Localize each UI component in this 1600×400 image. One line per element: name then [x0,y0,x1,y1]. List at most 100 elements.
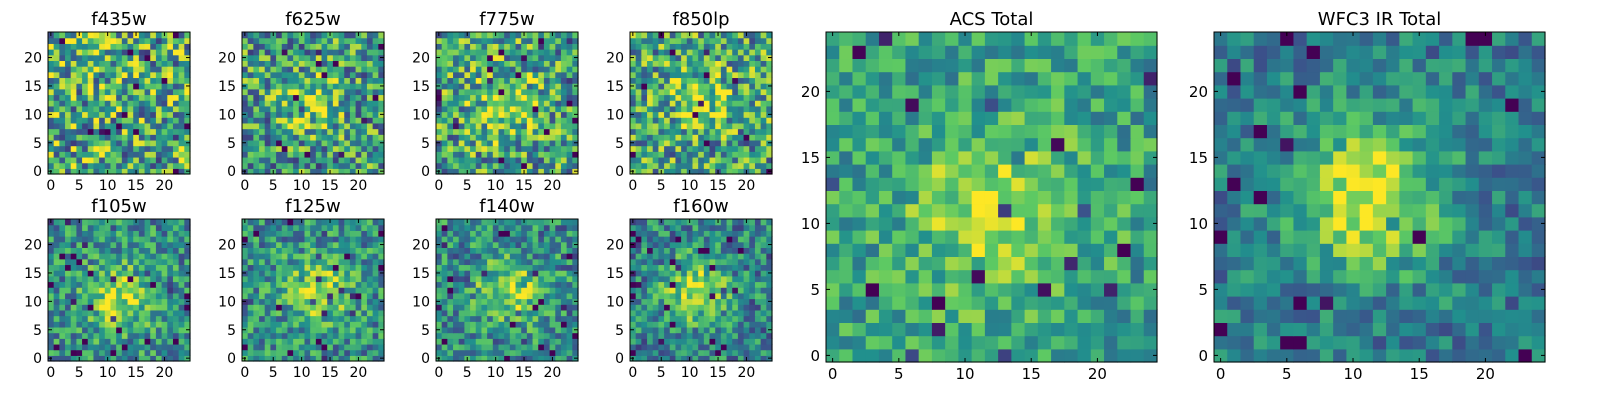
heatmap-cell [270,349,277,356]
heatmap-cell [515,338,522,345]
heatmap-cell [526,54,534,61]
heatmap-cell [566,343,573,351]
heatmap-cell [504,281,511,288]
heatmap-cell [470,66,477,73]
heatmap-cell [172,100,180,107]
heatmap-cell [116,230,123,237]
heatmap-cell [658,270,665,277]
heatmap-cell [521,105,528,113]
heatmap-cell [264,94,271,101]
heatmap-cell [669,77,677,84]
heatmap-cell [560,128,568,135]
heatmap-cell [259,298,266,305]
heatmap-cell [259,270,266,277]
heatmap-cell [669,287,677,294]
heatmap-cell [532,304,539,311]
heatmap-cell [332,37,340,44]
heatmap-cell [658,292,665,300]
heatmap-cell [242,77,249,84]
heatmap-cell [760,105,767,113]
heatmap-cell [715,139,722,147]
heatmap-cell [264,139,271,147]
heatmap-cell [492,71,500,79]
heatmap-cell [492,281,500,288]
heatmap-cell [686,298,694,305]
heatmap-cell [116,100,123,107]
heatmap-cell [698,168,705,175]
heatmap-cell [259,111,266,118]
heatmap-cell [686,287,694,294]
heatmap-cell [87,156,95,164]
heatmap-cell [732,326,739,334]
heatmap-cell [760,66,767,73]
heatmap-cell [281,156,289,164]
heatmap-cell [549,83,556,90]
heatmap-cell [332,156,340,164]
heatmap-cell [344,264,351,271]
heatmap-cell [555,275,562,283]
heatmap-cell [686,292,694,300]
heatmap-cell [555,281,562,288]
heatmap-cell [321,134,328,141]
heatmap-cell [127,151,134,158]
heatmap-cell [441,281,448,288]
heatmap-cell [104,49,112,56]
heatmap-cell [453,100,460,107]
heatmap-cell [270,88,277,96]
heatmap-cell [441,236,448,243]
heatmap-cell [464,321,471,328]
heatmap-cell [572,145,579,152]
heatmap-cell [172,37,180,44]
heatmap-cell [65,83,72,90]
heatmap-cell [327,281,334,288]
heatmap-cell [144,83,151,90]
heatmap-cell [630,332,637,339]
heatmap-cell [298,145,306,152]
heatmap-cell [526,151,534,158]
heatmap-cell [76,275,83,283]
heatmap-cell [669,338,677,345]
heatmap-cell [669,145,677,152]
heatmap-cell [321,139,328,147]
heatmap-cell [167,349,174,356]
heatmap-cell [167,162,174,169]
heatmap-cell [332,258,340,266]
heatmap-cell [99,139,106,147]
heatmap-cell [48,145,55,152]
heatmap-cell [532,156,539,164]
heatmap-cell [652,134,659,141]
heatmap-cell [127,145,134,152]
heatmap-cell [647,304,654,311]
heatmap-cell [366,292,374,300]
heatmap-cell [184,230,191,237]
heatmap-cell [344,236,351,243]
heatmap-cell [504,162,511,169]
heatmap-cell [87,100,95,107]
heatmap-cell [492,349,500,356]
heatmap-cell [378,117,385,124]
heatmap-cell [59,156,66,164]
heatmap-cell [686,134,694,141]
heatmap-cell [515,281,522,288]
heatmap-cell [703,71,711,79]
heatmap-cell [247,241,254,248]
heatmap-cell [150,122,157,130]
heatmap-cell [458,100,465,107]
heatmap-cell [436,71,443,79]
heatmap-cell [332,49,340,56]
heatmap-cell [378,77,385,84]
heatmap-cell [635,49,642,56]
heatmap-cell [726,349,733,356]
heatmap-cell [310,54,317,61]
heatmap-cell [127,224,134,231]
heatmap-cell [698,117,705,124]
heatmap-cell [242,37,249,44]
heatmap-cell [172,111,180,118]
heatmap-cell [464,236,471,243]
heatmap-cell [310,275,317,283]
heatmap-cell [310,236,317,243]
heatmap-cell [127,88,134,96]
heatmap-cell [99,37,106,44]
heatmap-cell [144,332,151,339]
heatmap-cell [487,151,494,158]
